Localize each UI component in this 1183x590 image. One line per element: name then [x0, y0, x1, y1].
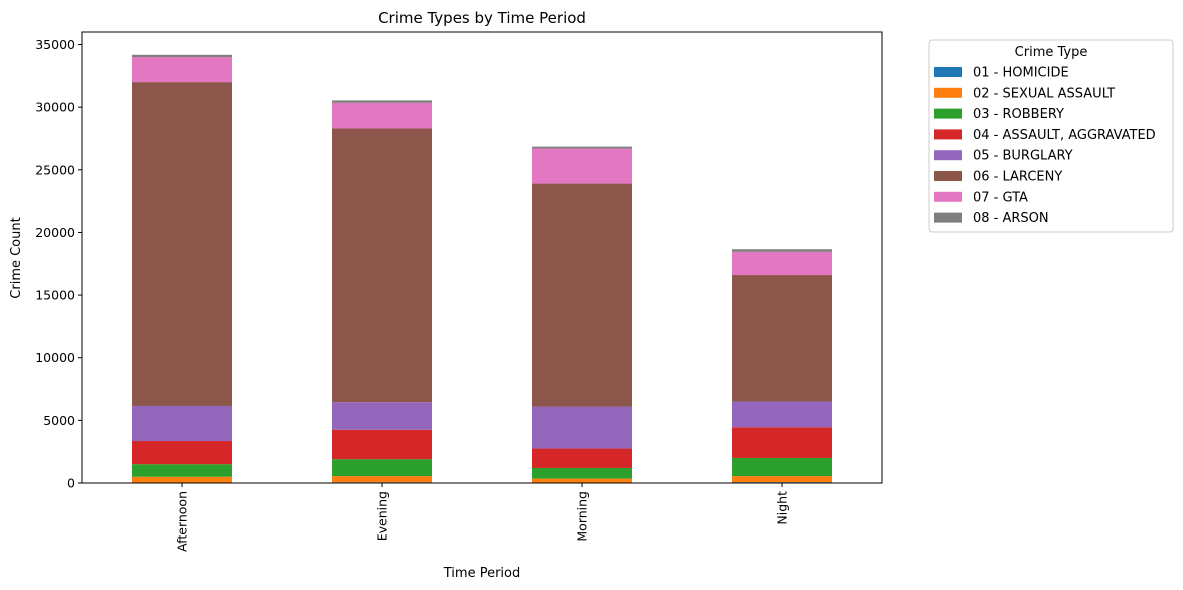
bar-segment	[132, 405, 232, 442]
legend-label: 05 - BURGLARY	[973, 149, 1073, 164]
bar-segment	[132, 82, 232, 406]
y-tick-label: 20000	[35, 225, 75, 240]
legend-swatch	[934, 129, 962, 140]
legend-swatch	[934, 150, 962, 161]
legend-swatch	[934, 171, 962, 181]
legend-swatch	[934, 108, 962, 119]
legend-swatch	[934, 191, 962, 202]
y-tick-label: 35000	[35, 37, 75, 52]
bar-segment	[732, 427, 832, 458]
bar-segment	[332, 459, 432, 477]
y-tick-label: 25000	[35, 162, 75, 177]
legend-label: 01 - HOMICIDE	[973, 66, 1069, 81]
bar-segment	[732, 251, 832, 276]
bar-segment	[132, 464, 232, 477]
plot-frame	[81, 31, 883, 484]
legend-swatch	[934, 87, 962, 98]
y-tick-label: 15000	[35, 288, 75, 303]
x-tick-label: Evening	[375, 491, 390, 541]
legend-label: 04 - ASSAULT, AGGRAVATED	[973, 128, 1156, 143]
x-tick-label: Morning	[575, 491, 590, 542]
x-axis-label: Time Period	[443, 566, 520, 581]
legend-label: 08 - ARSON	[973, 211, 1049, 226]
y-axis-label: Crime Count	[9, 217, 24, 298]
x-tick-label: Afternoon	[175, 491, 190, 552]
bar-segment	[132, 441, 232, 465]
bar-segment	[132, 57, 232, 83]
bar-segment	[732, 476, 832, 483]
bar-segment	[732, 275, 832, 402]
bar-segment	[532, 448, 632, 468]
y-tick-label: 5000	[43, 413, 75, 428]
chart-title: Crime Types by Time Period	[378, 9, 586, 27]
bar-segment	[332, 128, 432, 403]
legend-title: Crime Type	[1015, 45, 1088, 60]
bar-segment	[532, 146, 632, 149]
x-tick-label: Night	[775, 491, 790, 525]
bar-segment	[332, 100, 432, 103]
bar-segment	[532, 478, 632, 483]
legend-frame	[928, 39, 1174, 233]
legend-swatch	[934, 212, 962, 223]
y-tick-label: 10000	[35, 350, 75, 365]
y-tick-label: 0	[67, 476, 75, 491]
legend-label: 03 - ROBBERY	[973, 107, 1064, 122]
bar-segment	[332, 102, 432, 129]
bar-segment	[332, 429, 432, 460]
bar-segment	[532, 183, 632, 407]
bar-segment	[332, 402, 432, 430]
legend-label: 02 - SEXUAL ASSAULT	[973, 86, 1115, 101]
legend-swatch	[934, 67, 962, 77]
bar-segment	[532, 467, 632, 479]
legend: Crime Type 01 - HOMICIDE 02 - SEXUAL ASSA…	[928, 39, 1174, 233]
bar-segment	[732, 401, 832, 428]
bar-segment	[332, 476, 432, 483]
bar-segment	[532, 148, 632, 184]
legend-label: 07 - GTA	[973, 190, 1028, 205]
plot-area: 0 5000 10000 15000 20000 25000 30000 35000 After…	[35, 31, 883, 552]
legend-label: 06 - LARCENY	[973, 170, 1062, 185]
bar-segment	[132, 476, 232, 483]
bar-segment	[132, 54, 232, 58]
bar-segment	[732, 457, 832, 477]
y-tick-label: 30000	[35, 100, 75, 115]
bar-segment	[732, 249, 832, 252]
bar-segment	[532, 406, 632, 449]
